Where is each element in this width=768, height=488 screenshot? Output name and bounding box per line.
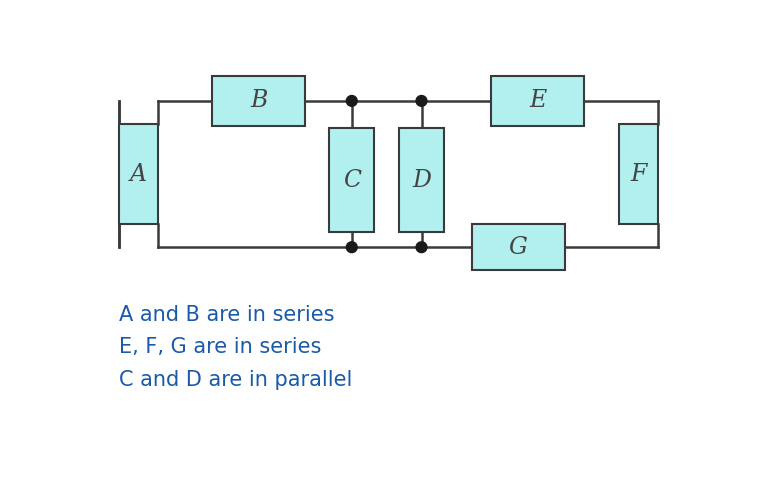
Text: D: D bbox=[412, 169, 431, 192]
Circle shape bbox=[416, 96, 427, 106]
Circle shape bbox=[346, 242, 357, 253]
Text: G: G bbox=[509, 236, 528, 259]
Text: B: B bbox=[250, 89, 267, 112]
FancyBboxPatch shape bbox=[212, 76, 305, 126]
Text: E, F, G are in series: E, F, G are in series bbox=[119, 337, 322, 357]
Text: E: E bbox=[529, 89, 546, 112]
FancyBboxPatch shape bbox=[329, 128, 374, 232]
FancyBboxPatch shape bbox=[399, 128, 444, 232]
FancyBboxPatch shape bbox=[492, 76, 584, 126]
Text: F: F bbox=[631, 163, 647, 185]
FancyBboxPatch shape bbox=[619, 124, 658, 224]
FancyBboxPatch shape bbox=[119, 124, 158, 224]
Text: C: C bbox=[343, 169, 361, 192]
Text: C and D are in parallel: C and D are in parallel bbox=[119, 369, 353, 389]
Circle shape bbox=[416, 242, 427, 253]
Circle shape bbox=[346, 96, 357, 106]
FancyBboxPatch shape bbox=[472, 224, 565, 270]
Text: A and B are in series: A and B are in series bbox=[119, 305, 335, 325]
Text: A: A bbox=[130, 163, 147, 185]
